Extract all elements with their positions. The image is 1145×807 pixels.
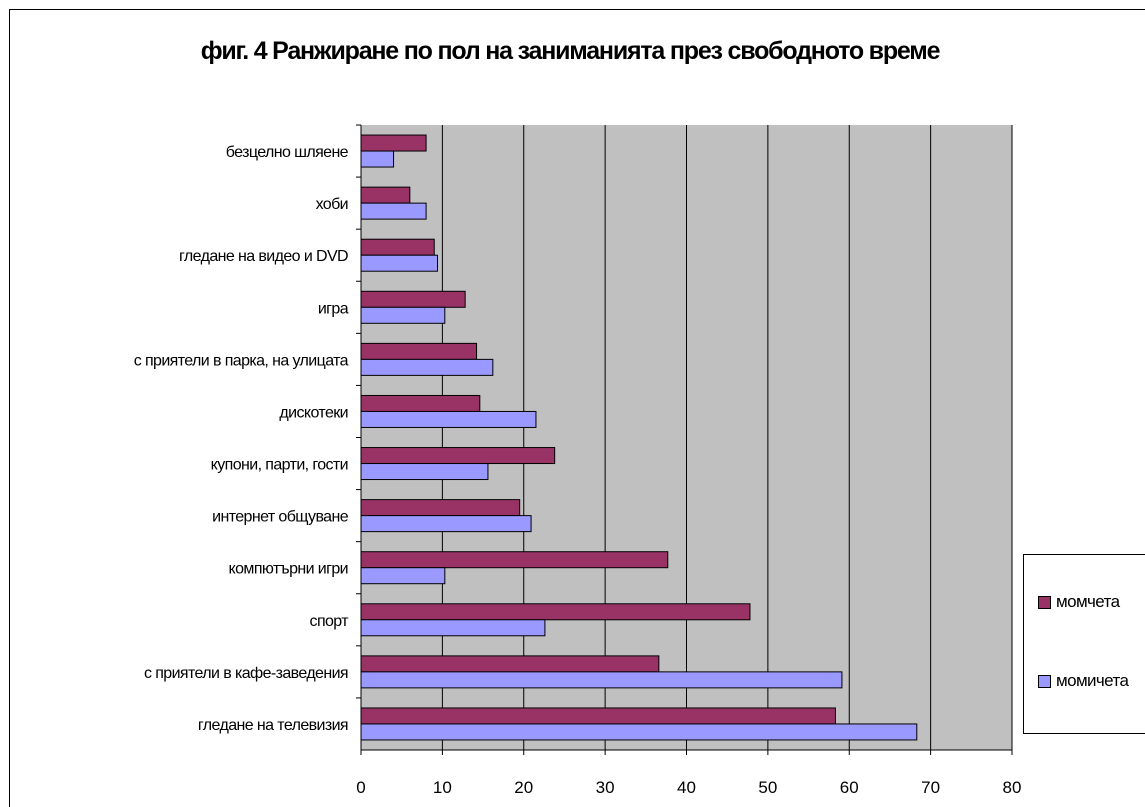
x-tick-label: 20 — [514, 778, 533, 797]
x-tick-label: 80 — [1003, 778, 1022, 797]
x-tick-label: 40 — [677, 778, 696, 797]
x-tick-label: 70 — [921, 778, 940, 797]
category-label: с приятели в парка, на улицата — [134, 352, 349, 369]
legend-swatch-girls — [1038, 674, 1051, 688]
x-tick-label: 60 — [840, 778, 859, 797]
legend: момчета момичета — [1023, 554, 1145, 734]
category-label: игра — [318, 300, 349, 317]
bar-girls — [360, 567, 446, 585]
chart-title: фиг. 4 Ранжиране по пол на заниманията п… — [200, 37, 941, 65]
x-tick-label: 0 — [356, 778, 365, 797]
bar-boys — [360, 551, 669, 569]
legend-label-girls: момичета — [1056, 671, 1129, 690]
x-tick-label: 30 — [596, 778, 615, 797]
legend-label-boys: момчета — [1056, 592, 1120, 611]
bar-girls — [360, 254, 438, 272]
category-label: купони, парти, гости — [211, 457, 348, 474]
bar-boys — [360, 342, 478, 360]
bar-girls — [360, 306, 446, 324]
bar-girls — [360, 202, 427, 220]
x-tick-label: 50 — [758, 778, 777, 797]
bar-boys — [360, 707, 836, 725]
bar-boys — [360, 290, 466, 308]
bar-boys — [360, 603, 751, 621]
bar-boys — [360, 499, 521, 517]
bar-girls — [360, 410, 537, 428]
chart-frame — [9, 9, 1145, 807]
category-label: гледане на видео и DVD — [179, 248, 348, 265]
bar-boys — [360, 447, 556, 465]
bar-boys — [360, 655, 660, 673]
category-label: гледане на телевизия — [198, 717, 348, 734]
bar-girls — [360, 463, 489, 481]
bar-boys — [360, 394, 481, 412]
bar-girls — [360, 150, 395, 168]
category-label: безцелно шляене — [226, 144, 349, 161]
legend-item-boys: момчета — [1038, 591, 1120, 613]
bar-girls — [360, 358, 494, 376]
x-tick-label: 10 — [433, 778, 452, 797]
category-label: интернет общуване — [212, 509, 349, 526]
bar-boys — [360, 238, 435, 256]
category-label: хоби — [316, 196, 348, 213]
bar-girls — [360, 515, 532, 533]
category-label: с приятели в кафе-заведения — [144, 665, 348, 682]
bar-boys — [360, 134, 427, 152]
category-label: компютърни игри — [229, 561, 348, 578]
bar-girls — [360, 671, 843, 689]
bar-boys — [360, 186, 411, 204]
bar-girls — [360, 723, 918, 741]
bar-girls — [360, 619, 546, 637]
legend-swatch-boys — [1038, 595, 1051, 609]
legend-item-girls: момичета — [1038, 670, 1129, 692]
category-label: спорт — [310, 613, 350, 630]
category-label: дискотеки — [279, 404, 348, 421]
